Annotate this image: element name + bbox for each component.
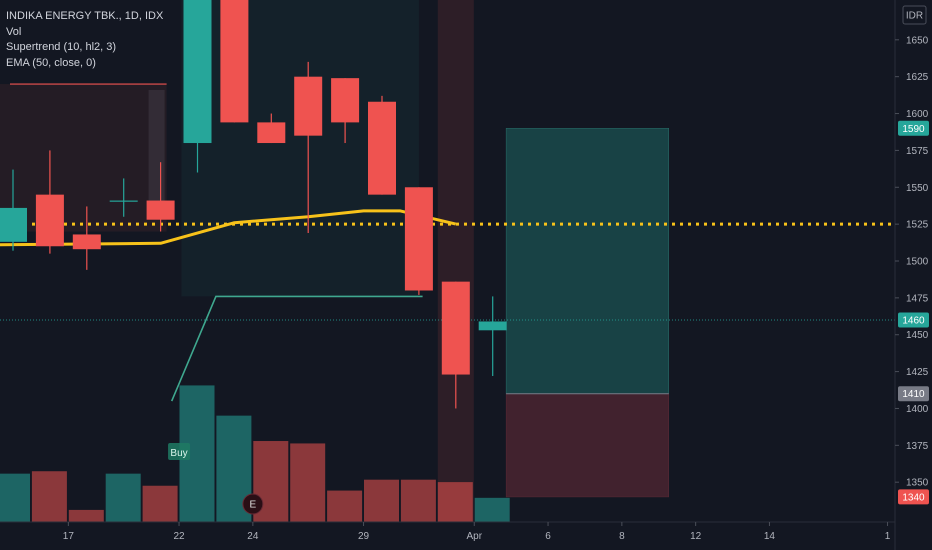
y-tick-label: 1350 bbox=[906, 478, 929, 489]
volume-bar bbox=[474, 497, 510, 522]
buy-marker-box bbox=[168, 443, 191, 460]
x-tick-label: 14 bbox=[764, 531, 776, 542]
volume-bar bbox=[0, 473, 30, 522]
supertrend-line bbox=[170, 295, 423, 402]
price-tag-entry: 1410 bbox=[898, 386, 929, 402]
volume-bar bbox=[364, 479, 399, 522]
volume-bar bbox=[290, 443, 326, 522]
volume-bar bbox=[68, 509, 104, 522]
candle-body bbox=[146, 200, 175, 220]
y-tick-label: 1600 bbox=[906, 109, 929, 120]
x-tick-label: Apr bbox=[466, 531, 482, 542]
x-tick-label: 15 bbox=[0, 531, 1, 542]
candle-body bbox=[368, 101, 396, 195]
buy-marker-label: Buy bbox=[170, 448, 187, 459]
price-tag-label: 1340 bbox=[902, 492, 925, 503]
currency-badge bbox=[902, 5, 927, 25]
y-tick-label: 1425 bbox=[906, 367, 929, 378]
long-position-profit-zone bbox=[505, 128, 669, 394]
x-tick-label: 6 bbox=[545, 531, 551, 542]
y-tick-label: 1650 bbox=[906, 35, 929, 46]
volume-bar bbox=[31, 471, 67, 522]
volume-bar bbox=[437, 482, 473, 522]
price-tag-box bbox=[898, 489, 929, 505]
y-tick-label: 1450 bbox=[906, 330, 929, 341]
price-tag-box bbox=[898, 312, 929, 328]
y-tick-label: 1400 bbox=[906, 404, 929, 415]
volume-bar bbox=[400, 479, 436, 522]
volume-bar bbox=[105, 473, 141, 522]
currency-label: IDR bbox=[906, 11, 923, 22]
y-tick-label: 1575 bbox=[906, 146, 929, 157]
y-tick-label: 1475 bbox=[906, 293, 929, 304]
candle-body bbox=[72, 234, 101, 250]
y-tick-label: 1550 bbox=[906, 183, 929, 194]
candle-body bbox=[404, 187, 433, 291]
x-tick-label: 8 bbox=[619, 531, 625, 542]
candle-body bbox=[220, 0, 249, 123]
y-tick-label: 1375 bbox=[906, 441, 929, 452]
background-shading bbox=[0, 0, 474, 522]
earnings-marker-label: E bbox=[250, 500, 257, 511]
candle-body bbox=[331, 78, 360, 123]
long-position-tool[interactable] bbox=[505, 128, 669, 498]
x-tick-label: 17 bbox=[63, 531, 75, 542]
candle-body bbox=[294, 76, 323, 136]
volume-bars bbox=[0, 385, 510, 522]
x-tick-label: 12 bbox=[690, 531, 702, 542]
shade-red-column bbox=[437, 0, 474, 522]
candle-body bbox=[257, 122, 286, 144]
price-tag-box bbox=[898, 120, 929, 136]
long-position-loss-zone bbox=[505, 393, 669, 498]
chart-markers: Buy E bbox=[168, 443, 264, 515]
price-tag-profit: 1590 bbox=[898, 120, 929, 136]
price-tag-last: 1460 bbox=[898, 312, 929, 328]
y-tick-label: 1525 bbox=[906, 220, 929, 231]
shade-red-box bbox=[0, 84, 167, 232]
candle-body bbox=[109, 200, 138, 202]
price-tag-box bbox=[898, 386, 929, 402]
price-tag-stop: 1340 bbox=[898, 489, 929, 505]
candlesticks bbox=[0, 0, 507, 409]
price-tag-label: 1410 bbox=[902, 389, 925, 400]
volume-bar bbox=[142, 485, 178, 522]
y-tick-label: 1500 bbox=[906, 257, 929, 268]
x-tick-label: 24 bbox=[247, 531, 259, 542]
earnings-marker-circle bbox=[242, 493, 264, 515]
candle-body bbox=[183, 0, 212, 144]
x-tick-label: 22 bbox=[173, 531, 185, 542]
price-tag-label: 1590 bbox=[902, 124, 925, 135]
x-tick-label: 29 bbox=[358, 531, 370, 542]
candle-body bbox=[35, 194, 64, 247]
candle-body bbox=[441, 281, 470, 375]
x-tick-label: 1 bbox=[885, 531, 891, 542]
shade-grey-block bbox=[148, 89, 165, 217]
y-tick-label: 1625 bbox=[906, 72, 929, 83]
candle-body bbox=[0, 207, 27, 242]
volume-bar bbox=[327, 490, 363, 522]
price-tag-label: 1460 bbox=[902, 315, 925, 326]
candle-body bbox=[478, 321, 507, 331]
